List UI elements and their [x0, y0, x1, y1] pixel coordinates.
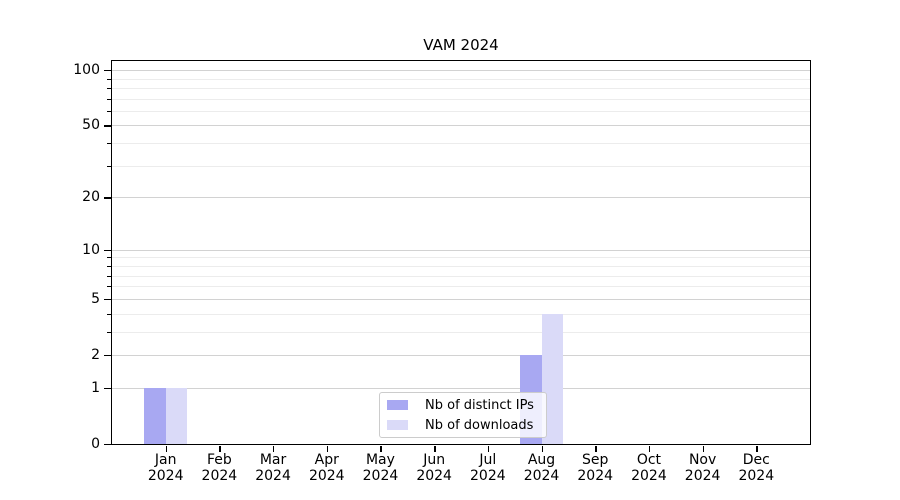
y-tick	[104, 298, 111, 301]
y-tick	[104, 444, 111, 446]
y-gridline-minor	[112, 78, 810, 80]
x-tick-label: Nov 2024	[684, 452, 721, 484]
x-tick-label: May 2024	[362, 452, 399, 484]
legend-swatch-downloads	[387, 420, 408, 430]
y-tick-minor	[107, 98, 111, 100]
x-tick	[648, 445, 651, 452]
y-gridline-minor	[112, 87, 810, 89]
x-tick	[219, 445, 221, 452]
y-tick-minor	[107, 87, 111, 89]
y-tick-label: 20	[82, 189, 100, 206]
y-tick	[104, 125, 111, 127]
x-tick	[326, 445, 329, 452]
y-gridline-major	[112, 70, 810, 72]
y-gridline-minor	[112, 286, 810, 288]
y-tick-minor	[107, 257, 111, 259]
legend-swatch-distinct-ips	[387, 400, 408, 410]
y-gridline-minor	[112, 265, 810, 267]
x-tick	[380, 445, 382, 452]
plot-area: Nb of distinct IPs Nb of downloads	[112, 61, 810, 444]
x-tick	[487, 445, 490, 452]
y-tick-label: 5	[91, 290, 100, 307]
y-tick-label: 0	[91, 436, 100, 452]
y-gridline-major	[112, 125, 810, 127]
x-tick	[434, 445, 436, 452]
y-tick-minor	[107, 275, 111, 277]
y-tick-label: 1	[91, 379, 100, 396]
x-tick-label: Oct 2024	[631, 452, 667, 484]
y-gridline-major	[112, 298, 810, 300]
x-tick	[595, 445, 597, 452]
legend-label-distinct-ips: Nb of distinct IPs	[425, 397, 534, 413]
bar-distinct-ips-jan	[144, 387, 166, 444]
chart-title: VAM 2024	[423, 36, 499, 54]
y-tick-label: 100	[73, 62, 100, 79]
y-tick-label: 50	[82, 117, 100, 134]
y-tick-label: 10	[82, 241, 100, 258]
x-tick-label: Mar 2024	[255, 452, 291, 484]
x-tick-label: Aug 2024	[523, 452, 560, 484]
y-tick-minor	[107, 286, 111, 288]
y-gridline-minor	[112, 165, 810, 167]
y-tick-minor	[107, 143, 111, 145]
y-gridline-major	[112, 197, 810, 199]
y-gridline-major	[112, 354, 810, 356]
x-tick-label: Jan 2024	[147, 452, 184, 484]
y-tick	[104, 249, 111, 252]
y-gridline-minor	[112, 331, 810, 333]
y-gridline-minor	[112, 110, 810, 112]
legend: Nb of distinct IPs Nb of downloads	[379, 392, 547, 438]
y-tick-minor	[107, 331, 111, 333]
x-tick	[165, 445, 168, 452]
bar-downloads-jan	[165, 387, 188, 444]
y-tick	[104, 197, 111, 199]
y-gridline-minor	[112, 98, 810, 100]
y-tick-minor	[107, 78, 111, 80]
y-gridline-minor	[112, 257, 810, 259]
x-tick-label: Jun 2024	[416, 452, 452, 484]
y-tick-minor	[107, 313, 111, 315]
x-tick-label: Sep 2024	[577, 452, 614, 484]
y-gridline-minor	[112, 143, 810, 145]
y-tick-label: 2	[91, 346, 100, 363]
x-tick	[702, 445, 704, 452]
x-tick	[756, 445, 758, 452]
y-tick	[104, 70, 111, 72]
x-tick	[541, 445, 543, 452]
legend-entry-downloads: Nb of downloads	[387, 415, 539, 435]
x-tick-label: Feb 2024	[201, 452, 238, 484]
y-tick-minor	[107, 165, 111, 167]
y-tick	[104, 354, 111, 357]
y-tick	[104, 387, 111, 390]
y-tick-minor	[107, 265, 111, 267]
y-gridline-minor	[112, 275, 810, 277]
legend-label-downloads: Nb of downloads	[425, 417, 534, 433]
x-tick-label: Jul 2024	[470, 452, 506, 484]
x-tick	[273, 445, 275, 452]
y-gridline-major	[112, 249, 810, 251]
y-gridline-minor	[112, 313, 810, 315]
x-tick-label: Apr 2024	[308, 452, 345, 484]
x-tick-label: Dec 2024	[738, 452, 775, 484]
y-gridline-major	[112, 387, 810, 389]
y-tick-minor	[107, 110, 111, 112]
legend-entry-distinct-ips: Nb of distinct IPs	[387, 395, 539, 415]
